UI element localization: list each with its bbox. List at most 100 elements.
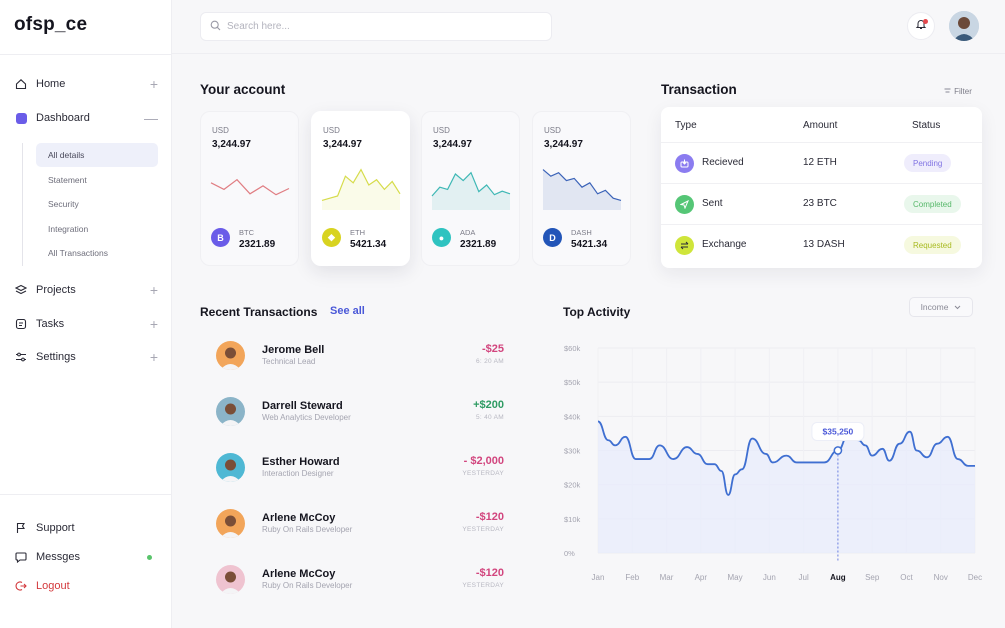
sidebar-subitem-security[interactable]: Security bbox=[48, 199, 79, 209]
card-balance: 3,244.97 bbox=[433, 139, 472, 150]
filter-button[interactable]: Filter bbox=[937, 83, 979, 99]
list-item[interactable]: Esther Howard Interaction Designer - $2,… bbox=[214, 447, 506, 487]
transaction-type: Sent bbox=[702, 198, 723, 209]
sparkline-line bbox=[321, 168, 401, 201]
sidebar-item-label: Logout bbox=[36, 580, 70, 592]
x-tick-label: Dec bbox=[968, 573, 982, 582]
send-icon bbox=[675, 195, 694, 214]
sidebar-item-settings[interactable]: Settings + bbox=[14, 346, 158, 368]
avatar bbox=[216, 565, 245, 594]
transaction-table: Type Amount Status Recieved 12 ETH Pendi… bbox=[661, 107, 982, 268]
person-name: Arlene McCoy bbox=[262, 568, 336, 580]
table-row[interactable]: Exchange 13 DASH Requested bbox=[661, 224, 982, 265]
notification-dot bbox=[923, 19, 928, 24]
coin-icon: D bbox=[543, 228, 562, 247]
sparkline bbox=[431, 171, 511, 210]
user-avatar[interactable] bbox=[949, 11, 979, 41]
layers-icon bbox=[14, 283, 28, 297]
sparkline-area bbox=[322, 169, 400, 210]
brand-logo[interactable]: ofsp_ce bbox=[14, 14, 88, 35]
filter-icon bbox=[944, 87, 951, 96]
sidebar-subitem-all-transactions[interactable]: All Transactions bbox=[48, 248, 108, 258]
person-name: Darrell Steward bbox=[262, 400, 343, 412]
search-box[interactable] bbox=[200, 12, 552, 41]
coin-symbol: ADA bbox=[460, 228, 476, 237]
sidebar-subitem-statement[interactable]: Statement bbox=[48, 175, 87, 185]
card-balance: 3,244.97 bbox=[212, 139, 251, 150]
sparkline-area bbox=[432, 172, 510, 210]
sidebar-item-label: Home bbox=[36, 78, 66, 90]
account-card[interactable]: USD 3,244.97 ● ADA 2321.89 bbox=[421, 111, 520, 266]
online-indicator bbox=[147, 554, 152, 560]
list-item[interactable]: Darrell Steward Web Analytics Developer … bbox=[214, 391, 506, 431]
y-tick-label: 0% bbox=[564, 549, 575, 558]
y-tick-label: $50k bbox=[564, 378, 581, 387]
sidebar-item-projects[interactable]: Projects + bbox=[14, 279, 158, 301]
download-icon bbox=[675, 154, 694, 173]
avatar bbox=[216, 341, 245, 370]
expand-icon[interactable]: + bbox=[149, 76, 158, 92]
sidebar-item-dashboard[interactable]: Dashboard — bbox=[14, 107, 158, 129]
y-tick-label: $20k bbox=[564, 481, 581, 490]
account-title: Your account bbox=[200, 82, 286, 97]
x-tick-label: Jan bbox=[592, 573, 605, 582]
table-row[interactable]: Recieved 12 ETH Pending bbox=[661, 142, 982, 183]
sidebar-item-support[interactable]: Support bbox=[14, 517, 158, 539]
income-dropdown[interactable]: Income bbox=[909, 297, 973, 317]
sidebar-subitem-integration[interactable]: Integration bbox=[48, 224, 89, 234]
transaction-time: YESTERDAY bbox=[462, 526, 504, 533]
list-item[interactable]: Jerome Bell Technical Lead -$25 6: 20 AM bbox=[214, 335, 506, 375]
transaction-time: 5: 40 AM bbox=[475, 414, 504, 421]
transaction-time: 6: 20 AM bbox=[475, 358, 504, 365]
sidebar-item-logout[interactable]: Logout bbox=[14, 575, 158, 597]
status-badge: Requested bbox=[904, 236, 961, 254]
card-balance: 3,244.97 bbox=[323, 139, 362, 150]
x-tick-label: Feb bbox=[625, 573, 639, 582]
sidebar-subitem-all-details[interactable]: All details bbox=[36, 143, 158, 167]
x-tick-label: May bbox=[728, 573, 743, 582]
collapse-icon[interactable]: — bbox=[144, 110, 158, 126]
sidebar-item-label: Tasks bbox=[36, 318, 65, 330]
sidebar-item-messages[interactable]: Messges bbox=[14, 546, 158, 568]
expand-icon[interactable]: + bbox=[149, 349, 158, 365]
sidebar-item-label: Projects bbox=[36, 284, 76, 296]
person-role: Ruby On Rails Developer bbox=[262, 581, 353, 590]
logout-icon bbox=[14, 579, 28, 593]
sidebar-item-home[interactable]: Home + bbox=[14, 73, 158, 95]
person-role: Interaction Designer bbox=[262, 469, 334, 478]
sidebar-item-label: Messges bbox=[36, 551, 81, 563]
tooltip-value: $35,250 bbox=[823, 427, 854, 437]
series-line bbox=[597, 420, 975, 496]
search-icon bbox=[210, 18, 221, 36]
transaction-amount: +$200 bbox=[473, 399, 504, 411]
expand-icon[interactable]: + bbox=[149, 316, 158, 332]
coin-amount: 2321.89 bbox=[239, 239, 276, 250]
bell-icon bbox=[915, 17, 927, 35]
account-card[interactable]: USD 3,244.97 B BTC 2321.89 bbox=[200, 111, 299, 266]
account-card[interactable]: USD 3,244.97 ◆ ETH 5421.34 bbox=[311, 111, 410, 266]
see-all-link[interactable]: See all bbox=[330, 305, 365, 317]
coin-icon: B bbox=[211, 228, 230, 247]
expand-icon[interactable]: + bbox=[149, 282, 158, 298]
sliders-icon bbox=[14, 350, 28, 364]
x-tick-label: Aug bbox=[830, 573, 846, 582]
sparkline bbox=[321, 168, 401, 210]
search-input[interactable] bbox=[227, 21, 527, 32]
filter-label: Filter bbox=[954, 86, 972, 96]
y-tick-label: $60k bbox=[564, 344, 581, 353]
status-badge: Completed bbox=[904, 195, 961, 213]
sidebar-item-label: Support bbox=[36, 522, 75, 534]
list-item[interactable]: Arlene McCoy Ruby On Rails Developer -$1… bbox=[214, 559, 506, 599]
notification-button[interactable] bbox=[907, 12, 935, 40]
table-row[interactable]: Sent 23 BTC Completed bbox=[661, 183, 982, 224]
flag-icon bbox=[14, 521, 28, 535]
account-card[interactable]: USD 3,244.97 D DASH 5421.34 bbox=[532, 111, 631, 266]
sparkline bbox=[542, 169, 622, 210]
card-balance: 3,244.97 bbox=[544, 139, 583, 150]
list-item[interactable]: Arlene McCoy Ruby On Rails Developer -$1… bbox=[214, 503, 506, 543]
recent-transactions-title: Recent Transactions bbox=[200, 305, 318, 319]
sparkline-area bbox=[543, 169, 621, 210]
sparkline-line bbox=[210, 178, 290, 196]
sidebar-item-tasks[interactable]: Tasks + bbox=[14, 313, 158, 335]
dashboard-icon bbox=[14, 111, 28, 125]
